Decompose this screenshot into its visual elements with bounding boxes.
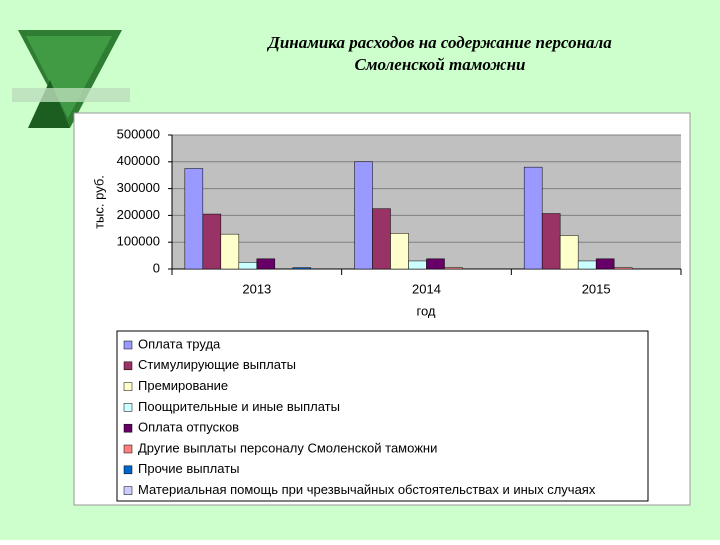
bar [220,233,240,270]
bar [184,168,204,270]
bar [372,208,391,270]
legend-swatch [123,361,133,371]
bar [426,258,445,270]
bar [202,213,222,270]
bar [559,235,579,270]
legend-label: Премирование [138,378,228,393]
bar [595,258,615,270]
bar [541,213,561,270]
legend [116,330,649,502]
x-tick-label: 2015 [582,281,611,296]
bar [523,166,543,270]
plot-area [172,135,681,269]
y-tick-label: 400000 [117,153,160,168]
y-tick-label: 300000 [117,180,160,195]
x-tick-label: 2014 [412,281,441,296]
legend-label: Стимулирующие выплаты [138,357,296,372]
y-tick-label: 200000 [117,207,160,222]
chart-title: Динамика расходов на содержание персонал… [266,33,612,52]
legend-label: Другие выплаты персоналу Смоленской тамо… [138,440,437,455]
y-tick-label: 100000 [117,234,160,249]
legend-label: Оплата труда [138,336,221,351]
x-axis-title: год [417,303,436,318]
bar [354,161,373,270]
legend-label: Оплата отпусков [138,420,239,435]
legend-swatch [123,382,133,391]
bar [577,260,597,270]
x-tick-label: 2013 [242,281,271,296]
bar [408,260,427,270]
logo [12,30,130,128]
legend-swatch [123,423,133,433]
bar [390,233,409,270]
bar [613,267,633,270]
legend-label: Прочие выплаты [138,461,240,476]
legend-swatch [123,465,133,475]
bar [256,258,276,270]
y-tick-label: 0 [153,260,160,275]
legend-swatch [123,444,133,454]
chart-title: Смоленской таможни [354,55,525,74]
legend-label: Материальная помощь при чрезвычайных обс… [138,482,596,497]
legend-swatch [123,486,133,495]
bar [292,267,312,270]
bar [238,262,258,270]
legend-label: Поощрительные и иные выплаты [138,399,340,414]
bar [444,267,463,270]
legend-swatch [123,403,133,412]
y-axis-title: тыс. руб. [91,175,106,229]
y-tick-label: 500000 [117,126,160,141]
legend-swatch [123,340,133,350]
